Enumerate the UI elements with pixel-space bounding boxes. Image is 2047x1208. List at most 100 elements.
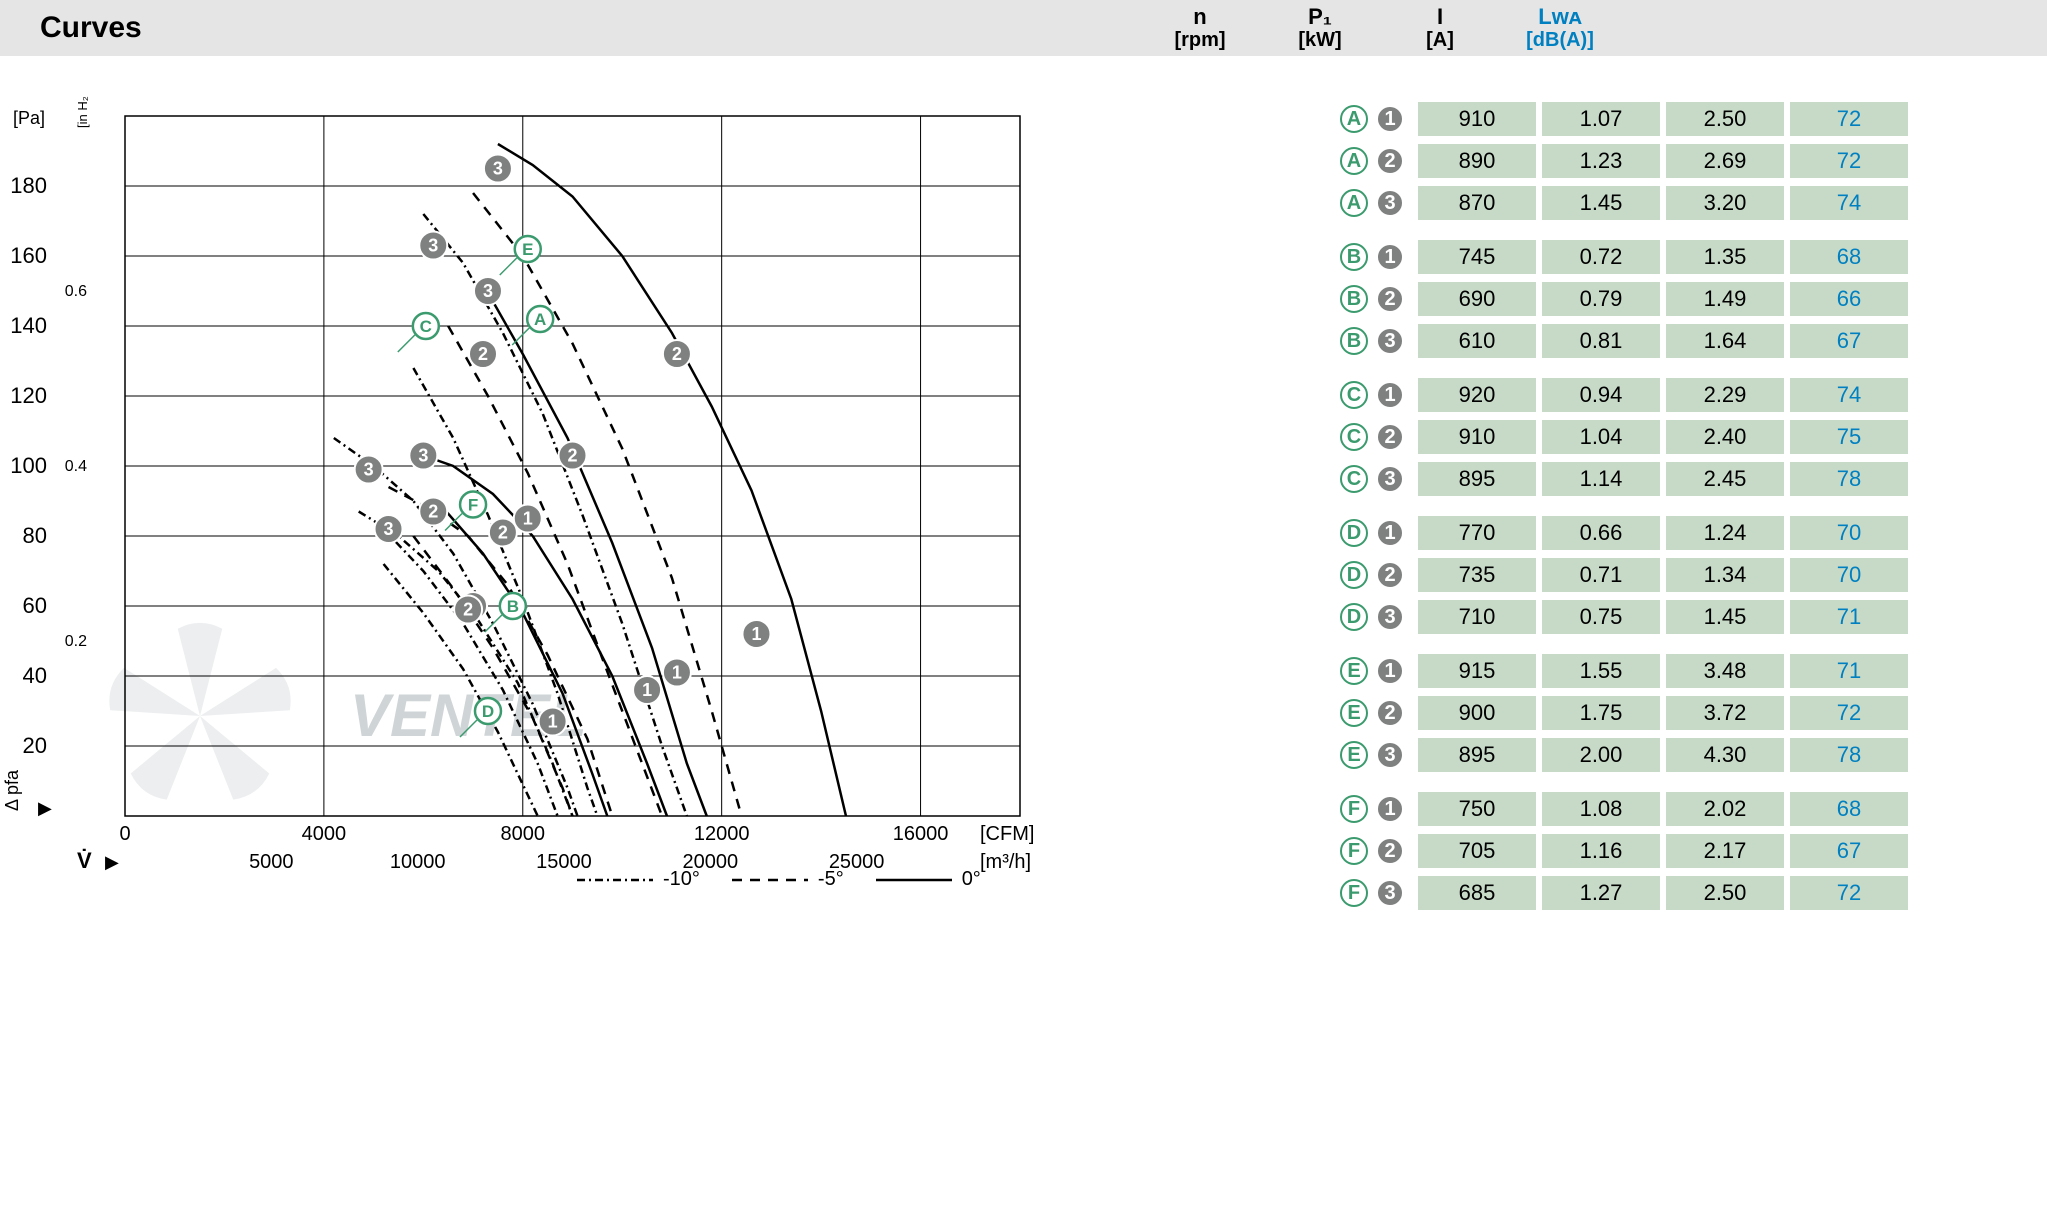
table-cell: 71	[1790, 600, 1908, 634]
group-letter-badge: A	[1340, 147, 1368, 175]
svg-text:[in H₂O]: [in H₂O]	[75, 96, 90, 128]
svg-text:0.2: 0.2	[65, 633, 87, 650]
svg-text:1: 1	[751, 624, 761, 644]
col-unit: [A]	[1380, 29, 1500, 51]
svg-text:A: A	[534, 310, 546, 329]
legend-label: 0°	[962, 868, 981, 891]
row-number-badge: 3	[1376, 465, 1404, 493]
table-cell: 910	[1418, 102, 1536, 136]
table-cell: 0.79	[1542, 282, 1660, 316]
table-cell: 66	[1790, 282, 1908, 316]
header-columns: n[rpm]P₁[kW]I[A]Lwᴀ[dB(A)]	[1040, 5, 2047, 51]
table-cell: 0.71	[1542, 558, 1660, 592]
group-letter-badge: D	[1340, 561, 1368, 589]
svg-text:20: 20	[23, 733, 47, 758]
svg-text:0.4: 0.4	[65, 458, 87, 475]
table-cell: 735	[1418, 558, 1536, 592]
legend-item: -10°	[575, 868, 700, 891]
svg-text:B: B	[507, 597, 519, 616]
curves-chart: VENTEL0400080001200016000[CFM]5000100001…	[0, 96, 1080, 886]
table-cell: 78	[1790, 738, 1908, 772]
svg-text:2: 2	[498, 523, 508, 543]
table-row: F27051.162.1767	[1340, 832, 2047, 870]
data-table: A19101.072.5072A28901.232.6972A38701.453…	[1080, 96, 2047, 916]
svg-text:60: 60	[23, 593, 47, 618]
svg-text:3: 3	[428, 236, 438, 256]
table-cell: 72	[1790, 102, 1908, 136]
table-cell: 68	[1790, 240, 1908, 274]
table-cell: 1.16	[1542, 834, 1660, 868]
group-letter-badge: B	[1340, 243, 1368, 271]
group-letter-badge: E	[1340, 699, 1368, 727]
svg-text:[m³/h]: [m³/h]	[980, 851, 1031, 873]
svg-text:1: 1	[642, 680, 652, 700]
svg-text:D: D	[482, 702, 494, 721]
row-number-badge: 3	[1376, 189, 1404, 217]
table-cell: 71	[1790, 654, 1908, 688]
table-cell: 2.50	[1666, 876, 1784, 910]
row-number-badge: 1	[1376, 105, 1404, 133]
svg-text:3: 3	[493, 159, 503, 179]
table-cell: 1.27	[1542, 876, 1660, 910]
group-letter-badge: F	[1340, 795, 1368, 823]
row-number-badge: 2	[1376, 285, 1404, 313]
header-title: Curves	[0, 11, 1040, 45]
table-cell: 75	[1790, 420, 1908, 454]
row-number-badge: 2	[1376, 423, 1404, 451]
svg-text:▶: ▶	[105, 852, 119, 872]
table-row: B17450.721.3568	[1340, 238, 2047, 276]
chart-area: VENTEL0400080001200016000[CFM]5000100001…	[0, 96, 1080, 886]
header-col: n[rpm]	[1140, 5, 1260, 51]
col-unit: [kW]	[1260, 29, 1380, 51]
table-cell: 1.08	[1542, 792, 1660, 826]
row-number-badge: 1	[1376, 243, 1404, 271]
svg-text:3: 3	[418, 446, 428, 466]
table-row: B36100.811.6467	[1340, 322, 2047, 360]
svg-text:120: 120	[10, 383, 47, 408]
group-letter-badge: E	[1340, 741, 1368, 769]
table-cell: 72	[1790, 696, 1908, 730]
svg-text:100: 100	[10, 453, 47, 478]
legend-item: -5°	[730, 868, 844, 891]
svg-text:E: E	[522, 240, 533, 259]
table-cell: 0.81	[1542, 324, 1660, 358]
svg-text:1: 1	[523, 509, 533, 529]
table-row: A28901.232.6972	[1340, 142, 2047, 180]
table-cell: 1.34	[1666, 558, 1784, 592]
table-cell: 1.07	[1542, 102, 1660, 136]
svg-text:C: C	[420, 317, 432, 336]
group-letter-badge: A	[1340, 189, 1368, 217]
table-row: C38951.142.4578	[1340, 460, 2047, 498]
svg-text:0: 0	[119, 823, 130, 845]
svg-text:10000: 10000	[390, 851, 446, 873]
svg-text:180: 180	[10, 173, 47, 198]
table-row: D17700.661.2470	[1340, 514, 2047, 552]
table-row: F36851.272.5072	[1340, 874, 2047, 912]
table-cell: 920	[1418, 378, 1536, 412]
svg-text:[CFM]: [CFM]	[980, 823, 1034, 845]
group-letter-badge: C	[1340, 381, 1368, 409]
table-cell: 895	[1418, 462, 1536, 496]
table-cell: 2.50	[1666, 102, 1784, 136]
table-cell: 770	[1418, 516, 1536, 550]
table-cell: 745	[1418, 240, 1536, 274]
col-label: n	[1140, 5, 1260, 29]
row-number-badge: 1	[1376, 381, 1404, 409]
table-cell: 710	[1418, 600, 1536, 634]
table-cell: 1.75	[1542, 696, 1660, 730]
table-cell: 2.29	[1666, 378, 1784, 412]
table-cell: 3.20	[1666, 186, 1784, 220]
header-col: I[A]	[1380, 5, 1500, 51]
svg-text:160: 160	[10, 243, 47, 268]
table-row: B26900.791.4966	[1340, 280, 2047, 318]
table-cell: 72	[1790, 876, 1908, 910]
table-cell: 1.14	[1542, 462, 1660, 496]
col-unit: [rpm]	[1140, 29, 1260, 51]
table-cell: 68	[1790, 792, 1908, 826]
table-cell: 900	[1418, 696, 1536, 730]
col-label: Lwᴀ	[1500, 5, 1620, 29]
table-row: E29001.753.7272	[1340, 694, 2047, 732]
svg-text:16000: 16000	[893, 823, 949, 845]
table-cell: 2.40	[1666, 420, 1784, 454]
row-number-badge: 2	[1376, 147, 1404, 175]
